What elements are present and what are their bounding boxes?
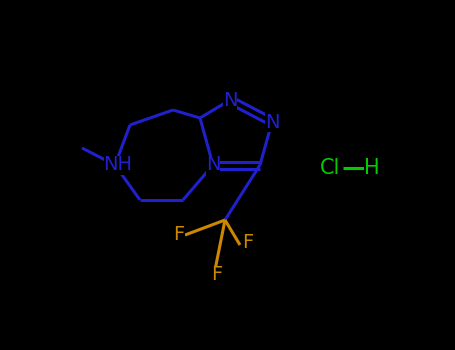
- Text: F: F: [212, 266, 222, 285]
- Text: N: N: [265, 112, 279, 132]
- Text: F: F: [173, 225, 185, 245]
- Text: Cl: Cl: [320, 158, 340, 178]
- Text: N: N: [223, 91, 237, 110]
- Text: F: F: [243, 232, 253, 252]
- Text: NH: NH: [103, 155, 132, 175]
- Text: H: H: [364, 158, 380, 178]
- Text: N: N: [206, 155, 220, 175]
